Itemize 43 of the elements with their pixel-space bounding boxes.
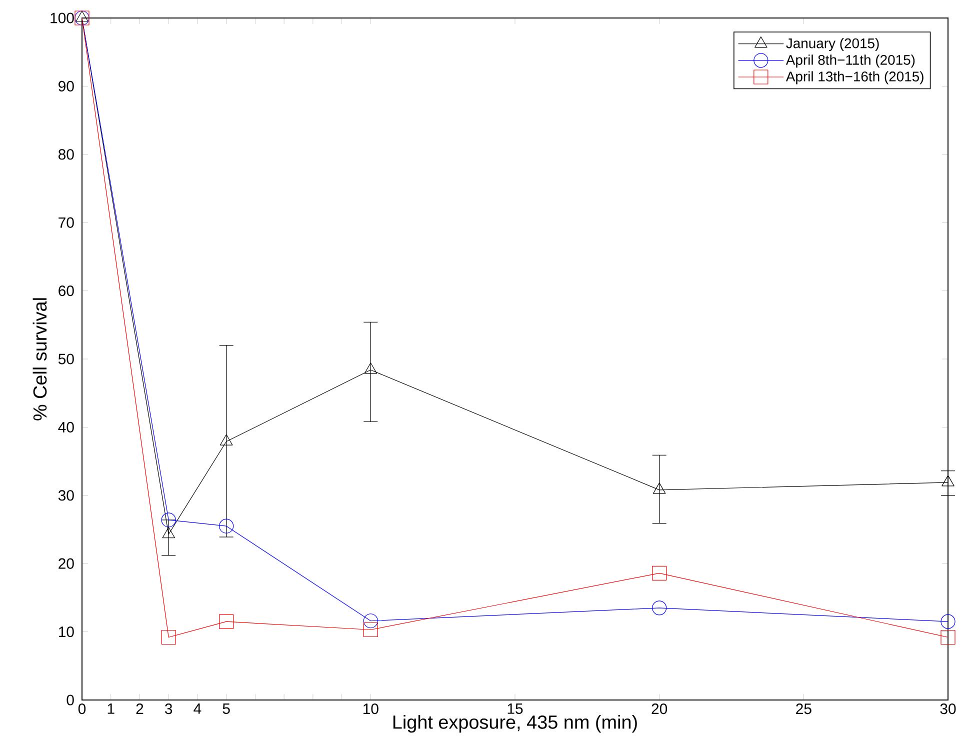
x-tick-label: 4 (194, 704, 202, 714)
x-tick-label: 10 (364, 704, 378, 714)
point (161, 630, 176, 645)
y-tick-label: 10 (59, 626, 74, 638)
y-tick-label: 90 (58, 80, 74, 92)
x-tick-label: 25 (796, 704, 812, 714)
y-tick-label: 70 (58, 217, 74, 228)
point (162, 526, 175, 538)
y-tick-label: 40 (58, 422, 74, 432)
y-tick-label: 100 (50, 12, 74, 24)
x-tick-label: 5 (222, 704, 230, 714)
y-tick-label: 20 (58, 558, 74, 569)
x-tick-label: 20 (652, 704, 668, 714)
x-tick-label: 3 (165, 704, 172, 714)
x-tick-label: 0 (78, 704, 86, 714)
point (219, 614, 234, 629)
x-tick-label: 30 (940, 704, 956, 714)
x-tick-label: 1 (108, 704, 114, 714)
point (363, 614, 378, 628)
x-tick-label: 15 (508, 704, 523, 714)
y-tick-label: 50 (58, 354, 74, 364)
point (220, 434, 233, 446)
legend-label: April 13th−16th (2015) (786, 71, 924, 84)
y-tick-label: 80 (58, 149, 74, 160)
x-axis-title: Light exposure, 435 nm (min) (393, 714, 637, 733)
y-tick-label: 60 (58, 286, 74, 296)
y-tick-label: 30 (58, 490, 74, 501)
point (942, 475, 954, 486)
y-axis-title: % Cell survival (32, 298, 47, 420)
point (652, 482, 666, 494)
point (940, 630, 956, 645)
x-tick-label: 2 (136, 704, 144, 714)
point (652, 600, 667, 616)
point (161, 512, 176, 528)
point (219, 518, 234, 534)
point (363, 622, 378, 638)
point (940, 614, 956, 629)
legend-label: April 8th−11th (2015) (786, 54, 915, 68)
point (652, 566, 667, 580)
legend-label: January (2015) (786, 38, 879, 52)
point (364, 362, 378, 374)
point (76, 10, 88, 22)
y-tick-label: 0 (66, 694, 74, 706)
